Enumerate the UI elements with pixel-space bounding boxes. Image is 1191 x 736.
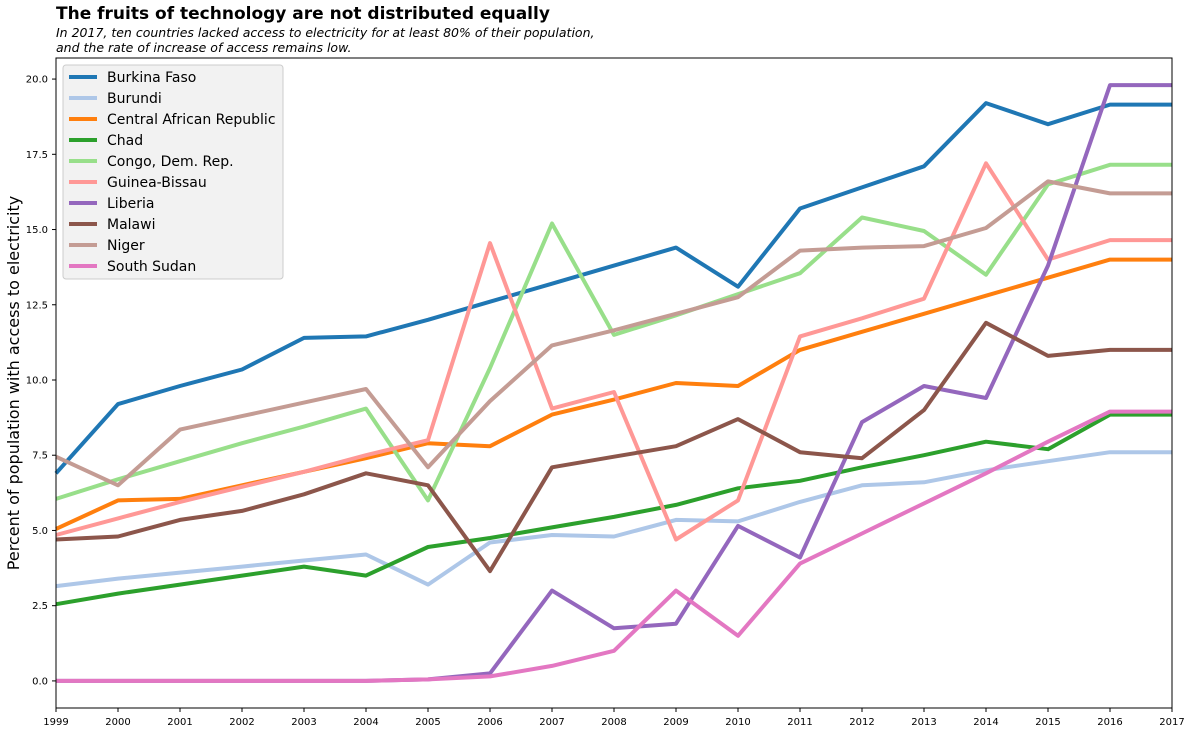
- series-line-8: [55, 179, 1172, 488]
- y-tick-label: 10.0: [26, 375, 48, 386]
- x-tick-label: 1999: [43, 717, 68, 728]
- series-lines: [54, 83, 1172, 683]
- legend-label-4: Congo, Dem. Rep.: [107, 154, 234, 170]
- series-line-4: [55, 162, 1172, 503]
- legend-label-7: Malawi: [107, 217, 155, 233]
- series-line-3: [55, 412, 1172, 607]
- chart-subtitle: In 2017, ten countries lacked access to …: [56, 25, 595, 55]
- x-tick-label: 2002: [229, 717, 254, 728]
- x-tick-label: 2004: [353, 717, 378, 728]
- y-tick-label: 12.5: [26, 300, 48, 311]
- x-tick-label: 2011: [787, 717, 812, 728]
- x-tick-label: 2009: [663, 717, 688, 728]
- series-line-7: [55, 320, 1172, 574]
- series-line-5: [55, 161, 1172, 542]
- y-tick-label: 20.0: [26, 75, 48, 86]
- legend-label-8: Niger: [107, 238, 145, 254]
- legend-label-5: Guinea-Bissau: [107, 175, 207, 191]
- x-tick-label: 2003: [291, 717, 316, 728]
- chart-title: The fruits of technology are not distrib…: [56, 4, 550, 24]
- y-tick-label: 0.0: [32, 676, 48, 687]
- x-tick-label: 2007: [539, 717, 564, 728]
- y-axis-label: Percent of population with access to ele…: [4, 196, 23, 570]
- x-axis: 1999 2000 2001 2002 2003 2004 2005 2006 2007 2008…: [43, 708, 1185, 728]
- y-tick-label: 7.5: [32, 451, 48, 462]
- x-tick-label: 2000: [105, 717, 130, 728]
- legend-label-3: Chad: [107, 133, 143, 149]
- legend-box: [62, 64, 284, 280]
- legend-label-9: South Sudan: [107, 259, 196, 275]
- x-tick-label: 2001: [167, 717, 192, 728]
- legend-label-1: Burundi: [107, 91, 162, 107]
- x-tick-label: 2008: [601, 717, 626, 728]
- x-tick-label: 2010: [725, 717, 750, 728]
- x-tick-label: 2017: [1159, 717, 1184, 728]
- y-tick-label: 17.5: [26, 150, 48, 161]
- x-tick-label: 2016: [1097, 717, 1122, 728]
- x-tick-label: 2013: [911, 717, 936, 728]
- series-line-9: [56, 409, 1172, 683]
- y-tick-label: 2.5: [32, 601, 48, 612]
- series-line-1: [55, 450, 1172, 589]
- x-tick-label: 2015: [1035, 717, 1060, 728]
- y-tick-label: 5.0: [32, 526, 48, 537]
- y-axis: 0.0 2.5 5.0 7.5 10.0 12.5 15.0 17.5 20.0: [26, 75, 56, 687]
- x-tick-label: 2012: [849, 717, 874, 728]
- y-tick-label: 15.0: [26, 225, 48, 236]
- x-tick-label: 2014: [973, 717, 998, 728]
- legend-label-6: Liberia: [107, 196, 154, 212]
- legend-label-0: Burkina Faso: [107, 70, 196, 86]
- series-line-0: [54, 101, 1172, 475]
- legend-label-2: Central African Republic: [107, 112, 276, 128]
- x-tick-label: 2006: [477, 717, 502, 728]
- legend: Burkina Faso Burundi Central African Repub…: [62, 64, 284, 280]
- x-tick-label: 2005: [415, 717, 440, 728]
